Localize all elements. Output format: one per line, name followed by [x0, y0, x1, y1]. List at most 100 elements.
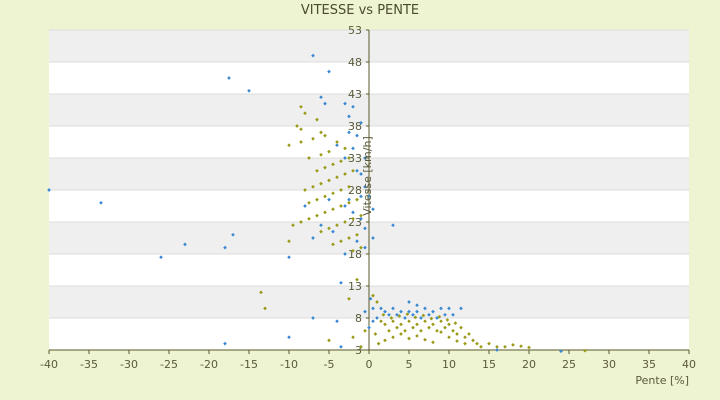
- data-point-series-2: [383, 338, 387, 343]
- data-point-series-1: [431, 309, 435, 314]
- x-tick-label: 20: [522, 358, 536, 371]
- data-point-series-1: [351, 104, 355, 109]
- data-point-series-2: [351, 248, 355, 253]
- data-point-series-1: [415, 303, 419, 308]
- data-point-series-1: [339, 280, 343, 285]
- y-tick-label: 18: [348, 248, 362, 261]
- data-point-series-2: [467, 332, 471, 336]
- data-point-series-1: [451, 312, 455, 317]
- x-tick-label: 30: [602, 358, 616, 371]
- data-point-series-1: [415, 309, 419, 314]
- x-tick-label: -10: [280, 358, 298, 371]
- data-point-series-2: [263, 306, 267, 311]
- data-point-series-2: [503, 344, 507, 349]
- data-point-series-2: [299, 220, 303, 224]
- data-point-series-2: [381, 312, 386, 317]
- data-point-series-2: [413, 315, 418, 320]
- data-point-series-1: [339, 344, 343, 349]
- data-point-series-2: [347, 184, 351, 189]
- data-point-series-2: [387, 328, 391, 333]
- x-tick-label: -30: [120, 358, 138, 371]
- data-point-series-2: [327, 149, 331, 154]
- data-point-series-1: [391, 223, 395, 228]
- data-point-series-1: [355, 239, 359, 244]
- y-tick-label: 28: [348, 184, 362, 197]
- data-point-series-1: [351, 210, 355, 215]
- data-point-series-2: [327, 338, 331, 343]
- y-tick-label: 48: [348, 56, 362, 69]
- data-point-series-2: [455, 332, 459, 336]
- data-point-series-2: [463, 341, 467, 346]
- data-point-series-2: [287, 143, 291, 148]
- data-point-series-2: [447, 322, 451, 327]
- x-tick-label: 15: [482, 358, 496, 371]
- data-point-series-2: [291, 223, 295, 228]
- data-point-series-2: [445, 318, 450, 322]
- data-point-series-2: [339, 204, 343, 208]
- data-point-series-2: [423, 337, 427, 342]
- data-point-series-2: [487, 341, 491, 346]
- data-point-series-2: [347, 200, 351, 205]
- data-point-series-1: [363, 184, 367, 189]
- data-point-series-2: [299, 140, 303, 144]
- data-point-series-1: [223, 341, 227, 346]
- data-point-series-2: [307, 216, 311, 221]
- data-point-series-1: [359, 216, 363, 221]
- data-point-series-2: [415, 322, 419, 327]
- data-point-series-2: [443, 325, 447, 330]
- data-point-series-1: [367, 325, 371, 330]
- y-tick-label: 33: [348, 152, 362, 165]
- data-point-series-2: [319, 130, 323, 135]
- data-point-series-1: [227, 76, 231, 80]
- data-point-series-2: [431, 322, 435, 327]
- data-point-series-1: [335, 143, 339, 148]
- data-point-series-2: [311, 136, 315, 141]
- y-tick-label: 3: [355, 344, 362, 357]
- data-point-series-1: [447, 306, 451, 311]
- data-point-series-2: [463, 335, 467, 340]
- data-point-series-2: [339, 188, 343, 192]
- data-point-series-1: [383, 309, 387, 314]
- data-point-series-1: [459, 306, 463, 311]
- y-tick-label: 43: [348, 88, 362, 101]
- data-point-series-2: [323, 210, 327, 215]
- y-tick-label: 13: [348, 280, 362, 293]
- data-point-series-2: [435, 328, 439, 333]
- data-point-series-2: [405, 312, 410, 316]
- data-point-series-2: [389, 316, 394, 320]
- data-point-series-2: [287, 239, 291, 244]
- data-point-series-2: [376, 341, 381, 346]
- data-point-series-2: [339, 159, 343, 164]
- x-tick-label: 35: [642, 358, 656, 371]
- chart-title: VITESSE vs PENTE: [301, 3, 419, 18]
- data-point-series-2: [399, 322, 403, 327]
- data-point-series-2: [347, 156, 351, 160]
- data-point-series-2: [355, 232, 359, 237]
- data-point-series-2: [455, 339, 459, 343]
- data-point-series-1: [399, 309, 403, 314]
- data-point-series-2: [331, 207, 335, 212]
- y-tick-label: 23: [348, 216, 362, 229]
- x-tick-label: 10: [442, 358, 456, 371]
- data-point-series-2: [331, 162, 335, 167]
- data-point-series-1: [247, 88, 251, 93]
- data-point-series-2: [421, 313, 426, 318]
- data-point-series-2: [319, 152, 323, 157]
- data-point-series-1: [407, 300, 411, 304]
- data-point-series-2: [375, 300, 379, 304]
- data-point-series-2: [423, 319, 427, 324]
- data-point-series-2: [343, 172, 347, 176]
- data-point-series-2: [331, 242, 335, 247]
- data-point-series-2: [319, 229, 323, 234]
- data-point-series-2: [403, 328, 407, 333]
- data-point-series-2: [447, 335, 451, 340]
- data-point-series-1: [407, 309, 411, 314]
- data-point-series-1: [335, 319, 339, 324]
- data-point-series-2: [399, 332, 403, 336]
- data-point-series-1: [371, 236, 375, 240]
- data-point-series-2: [453, 321, 458, 325]
- axes: [48, 29, 690, 354]
- data-point-series-1: [363, 309, 367, 314]
- data-point-series-1: [368, 296, 373, 301]
- data-point-series-1: [359, 194, 363, 199]
